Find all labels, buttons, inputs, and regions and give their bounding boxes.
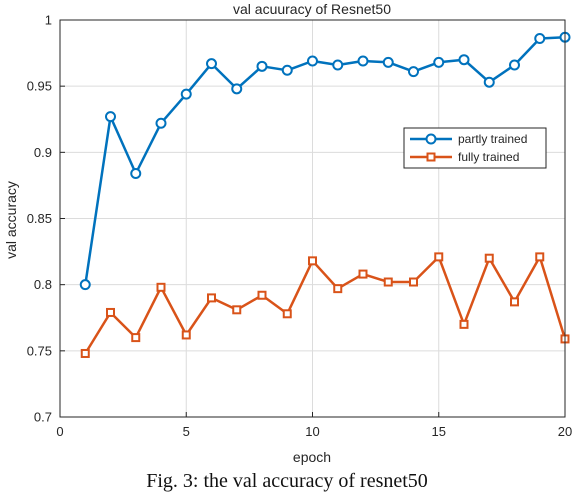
data-point xyxy=(333,60,342,69)
x-tick-label: 20 xyxy=(558,424,572,439)
x-tick-label: 10 xyxy=(305,424,319,439)
data-point xyxy=(82,350,89,357)
data-point xyxy=(81,280,90,289)
data-point xyxy=(182,90,191,99)
data-point xyxy=(409,67,418,76)
legend: partly trained fully trained xyxy=(404,128,546,168)
data-point xyxy=(384,58,393,67)
data-point xyxy=(309,257,316,264)
data-point xyxy=(131,169,140,178)
data-point xyxy=(434,58,443,67)
legend-label: fully trained xyxy=(458,150,519,164)
data-point xyxy=(385,279,392,286)
data-point xyxy=(258,62,267,71)
data-point xyxy=(132,334,139,341)
data-point xyxy=(308,57,317,66)
data-point xyxy=(535,34,544,43)
x-axis-label: epoch xyxy=(293,449,331,465)
data-point xyxy=(208,294,215,301)
data-point xyxy=(486,255,493,262)
data-point xyxy=(461,321,468,328)
data-point xyxy=(460,55,469,64)
legend-marker xyxy=(428,154,435,161)
chart-title: val acuuracy of Resnet50 xyxy=(233,1,391,17)
data-point xyxy=(207,59,216,68)
data-point xyxy=(232,84,241,93)
y-tick-label: 1 xyxy=(45,13,52,28)
data-point xyxy=(485,78,494,87)
data-point xyxy=(435,253,442,260)
x-tick-label: 5 xyxy=(183,424,190,439)
data-point xyxy=(157,119,166,128)
data-point xyxy=(183,331,190,338)
data-point xyxy=(233,306,240,313)
figure-caption: Fig. 3: the val accuracy of resnet50 xyxy=(0,470,574,493)
legend-label: partly trained xyxy=(458,132,527,146)
data-point xyxy=(283,66,292,75)
data-point xyxy=(410,279,417,286)
data-point xyxy=(510,60,519,69)
y-tick-label: 0.95 xyxy=(27,79,52,94)
data-point xyxy=(106,112,115,121)
x-tick-label: 0 xyxy=(56,424,63,439)
y-tick-label: 0.8 xyxy=(34,277,52,292)
x-tick-label: 15 xyxy=(432,424,446,439)
y-tick-label: 0.7 xyxy=(34,410,52,425)
data-point xyxy=(334,285,341,292)
data-point xyxy=(511,298,518,305)
data-point xyxy=(259,292,266,299)
y-tick-label: 0.75 xyxy=(27,343,52,358)
y-tick-label: 0.9 xyxy=(34,145,52,160)
y-axis-label: val accuracy xyxy=(3,181,19,259)
data-point xyxy=(284,310,291,317)
data-point xyxy=(158,284,165,291)
data-point xyxy=(536,253,543,260)
y-tick-label: 0.85 xyxy=(27,211,52,226)
data-point xyxy=(359,57,368,66)
data-point xyxy=(107,309,114,316)
legend-marker xyxy=(427,135,436,144)
data-point xyxy=(360,271,367,278)
